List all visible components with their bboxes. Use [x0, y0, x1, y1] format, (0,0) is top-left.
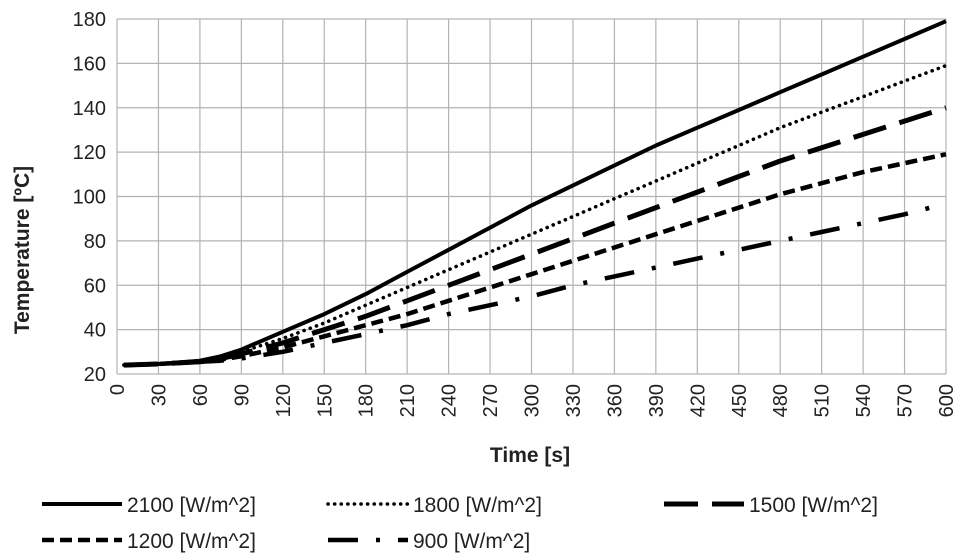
x-tick-label: 30 — [148, 384, 170, 406]
x-tick-label: 270 — [480, 384, 502, 417]
y-axis-label: Temperature [ºC] — [11, 166, 34, 334]
x-tick-label: 570 — [895, 384, 917, 417]
x-tick-label: 210 — [397, 384, 419, 417]
x-tick-label: 330 — [563, 384, 585, 417]
x-tick-label: 60 — [190, 384, 212, 406]
legend-label: 1800 [W/m^2] — [413, 494, 542, 517]
y-tick-label: 60 — [84, 275, 106, 297]
grid-lines — [116, 18, 947, 375]
x-tick-label: 90 — [231, 384, 253, 406]
y-axis-ticks: 20 40 60 80 100 120 140 160 180 — [73, 9, 106, 386]
x-tick-label: 480 — [770, 384, 792, 417]
x-tick-label: 120 — [273, 384, 295, 417]
series-line — [123, 105, 947, 368]
x-tick-label: 600 — [936, 384, 958, 417]
y-tick-label: 160 — [73, 53, 106, 75]
legend: 2100 [W/m^2] 1800 [W/m^2] 1500 [W/m^2] 1200… — [42, 494, 878, 553]
y-tick-label: 140 — [73, 98, 106, 120]
x-tick-label: 420 — [687, 384, 709, 417]
x-tick-label: 300 — [522, 384, 544, 417]
legend-label: 1200 [W/m^2] — [127, 530, 256, 553]
x-tick-label: 450 — [729, 384, 751, 417]
x-tick-label: 360 — [604, 384, 626, 417]
x-axis-ticks: 0 30 60 90 120 150 180 210 240 270 300 330 360 390 420… — [107, 384, 958, 417]
y-tick-label: 80 — [84, 231, 106, 253]
x-tick-label: 240 — [439, 384, 461, 417]
x-tick-label: 0 — [107, 384, 129, 395]
series-line — [123, 19, 947, 368]
y-tick-label: 100 — [73, 187, 106, 209]
x-tick-label: 390 — [646, 384, 668, 417]
x-tick-label: 150 — [314, 384, 336, 417]
x-axis-label: Time [s] — [490, 444, 570, 467]
legend-label: 2100 [W/m^2] — [127, 494, 256, 517]
y-tick-label: 40 — [84, 320, 106, 342]
y-tick-label: 20 — [84, 364, 106, 386]
x-tick-label: 510 — [812, 384, 834, 417]
x-tick-label: 540 — [853, 384, 875, 417]
x-tick-label: 180 — [356, 384, 378, 417]
y-tick-label: 180 — [73, 9, 106, 31]
series-line — [123, 152, 947, 368]
series-line — [122, 63, 948, 367]
legend-label: 1500 [W/m^2] — [749, 494, 878, 517]
y-tick-label: 120 — [73, 142, 106, 164]
series-layer — [122, 19, 948, 368]
legend-label: 900 [W/m^2] — [413, 530, 530, 553]
